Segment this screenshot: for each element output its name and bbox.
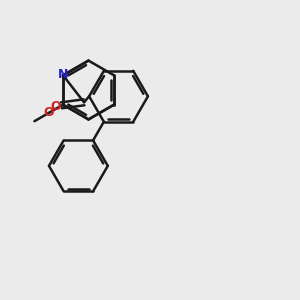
Text: O: O [51,100,62,113]
Text: N: N [58,68,68,81]
Text: O: O [44,106,54,119]
